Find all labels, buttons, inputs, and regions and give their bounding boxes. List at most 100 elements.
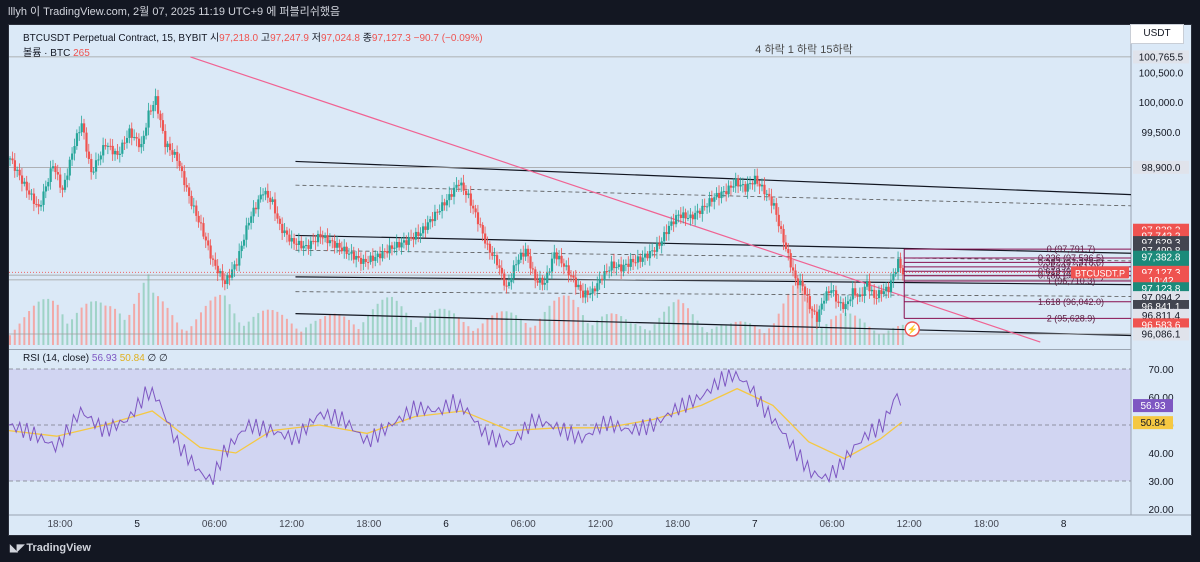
volume-bar bbox=[825, 323, 828, 345]
volume-bar bbox=[792, 285, 795, 345]
candle-body bbox=[834, 290, 838, 302]
volume-bar bbox=[285, 318, 288, 345]
candle-body bbox=[882, 291, 885, 294]
candle-body bbox=[653, 250, 656, 252]
candle-body bbox=[720, 191, 723, 199]
candle-body bbox=[655, 243, 659, 252]
candle-body bbox=[894, 272, 897, 275]
candle-body bbox=[362, 258, 365, 264]
candle-body bbox=[180, 166, 184, 172]
fib-level-label: 0 (97,791.7) bbox=[1047, 244, 1096, 254]
candle-body bbox=[30, 193, 33, 195]
channel-line bbox=[295, 313, 1132, 337]
candle-body bbox=[35, 203, 38, 205]
volume-bar bbox=[830, 319, 833, 345]
candle-body bbox=[815, 311, 819, 322]
volume-bar bbox=[185, 330, 188, 345]
volume-bar bbox=[85, 303, 88, 345]
candle-body bbox=[749, 183, 752, 185]
candle-body bbox=[410, 237, 413, 239]
candle-body bbox=[851, 288, 854, 300]
volume-bar bbox=[357, 328, 360, 345]
candle-body bbox=[803, 286, 807, 295]
chart-frame[interactable]: 0 (97,791.7) 0.236 (97,536.5) 0.382 (97,37… bbox=[8, 24, 1192, 536]
candle-body bbox=[252, 207, 255, 217]
candle-body bbox=[710, 198, 714, 202]
candle-body bbox=[596, 283, 599, 292]
candle-body bbox=[25, 181, 28, 191]
candle-body bbox=[670, 221, 673, 226]
volume-bar bbox=[763, 333, 766, 345]
candle-body bbox=[479, 224, 482, 226]
volume-bar bbox=[367, 315, 370, 345]
candle-body bbox=[333, 241, 336, 248]
candle-body bbox=[500, 267, 503, 274]
candle-body bbox=[235, 264, 238, 266]
volume-bar bbox=[658, 317, 661, 345]
volume-bar bbox=[467, 326, 470, 345]
volume-bar bbox=[28, 311, 31, 345]
volume-bar bbox=[839, 313, 842, 345]
candle-body bbox=[644, 253, 647, 258]
candle-body bbox=[259, 194, 262, 200]
candle-body bbox=[536, 280, 539, 283]
volume-bar bbox=[137, 292, 140, 345]
candle-body bbox=[83, 123, 86, 133]
symbol-title: BTCUSDT Perpetual Contract, 15, BYBIT bbox=[23, 33, 208, 44]
candle-body bbox=[885, 286, 888, 292]
chart-canvas[interactable]: 0 (97,791.7)0.236 (97,536.5)0.382 (97,37… bbox=[9, 25, 1191, 535]
candle-body bbox=[651, 250, 654, 252]
rsi-ma-line bbox=[9, 387, 903, 460]
volume-bar bbox=[37, 301, 40, 345]
candle-body bbox=[11, 158, 14, 161]
volume-bar bbox=[333, 313, 336, 345]
volume-bar bbox=[75, 312, 78, 345]
volume-bar bbox=[653, 324, 656, 345]
candle-body bbox=[352, 251, 355, 260]
candle-body bbox=[713, 197, 716, 202]
currency-button[interactable]: USDT bbox=[1130, 24, 1184, 44]
volume-bar bbox=[648, 330, 651, 345]
candle-body bbox=[328, 240, 332, 244]
candle-body bbox=[319, 233, 322, 238]
candle-body bbox=[457, 184, 460, 186]
volume-legend: 볼륨 · BTC 265 bbox=[23, 44, 90, 59]
candle-body bbox=[577, 284, 580, 288]
candle-body bbox=[476, 212, 480, 225]
volume-bar bbox=[691, 314, 694, 345]
candle-body bbox=[512, 265, 515, 278]
candle-body bbox=[581, 290, 585, 298]
candle-body bbox=[405, 240, 408, 245]
candle-body bbox=[228, 275, 231, 278]
volume-bar bbox=[429, 312, 432, 345]
volume-bar bbox=[324, 316, 327, 345]
candle-body bbox=[135, 136, 138, 139]
candle-body bbox=[207, 240, 210, 246]
volume-bar bbox=[13, 329, 16, 345]
candle-body bbox=[257, 199, 260, 210]
candle-body bbox=[73, 146, 76, 154]
candle-body bbox=[870, 289, 873, 292]
volume-bar bbox=[204, 305, 207, 345]
volume-bar bbox=[620, 316, 623, 345]
volume-bar bbox=[314, 320, 317, 345]
candle-body bbox=[130, 128, 133, 138]
candle-body bbox=[679, 214, 683, 219]
candle-body bbox=[796, 278, 799, 286]
candle-body bbox=[591, 288, 594, 294]
candle-body bbox=[78, 132, 81, 134]
candle-body bbox=[264, 190, 267, 195]
candle-body bbox=[658, 243, 661, 246]
candle-body bbox=[149, 110, 153, 112]
candle-body bbox=[467, 193, 470, 196]
volume-bar bbox=[157, 296, 160, 345]
candle-body bbox=[832, 290, 835, 292]
symbol-tag: BTCUSDT.P bbox=[1075, 268, 1125, 278]
volume-bar bbox=[753, 325, 756, 345]
candle-body bbox=[283, 230, 286, 234]
candle-body bbox=[746, 183, 749, 192]
candle-body bbox=[684, 212, 687, 219]
price-scale-tag: 96,811.4 bbox=[1142, 311, 1181, 322]
price-scale-tag: 100,765.5 bbox=[1139, 52, 1184, 63]
volume-value: 265 bbox=[73, 48, 90, 59]
